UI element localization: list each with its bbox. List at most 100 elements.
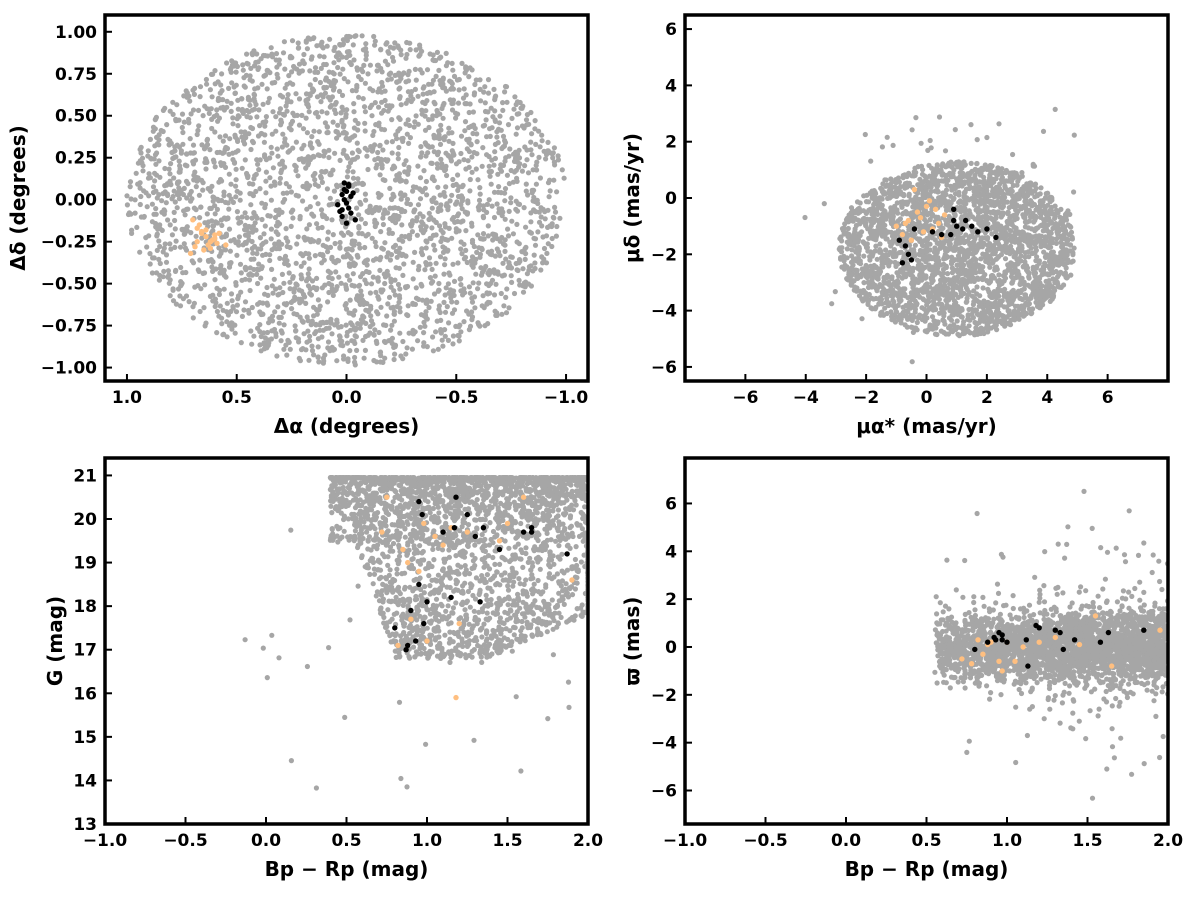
field-star-point [295, 173, 301, 179]
field-star-point [378, 156, 384, 162]
field-star-point [274, 353, 280, 359]
field-star-point [945, 271, 951, 277]
field-star-point [918, 205, 924, 211]
field-star-point [338, 342, 344, 348]
field-star-point [174, 181, 181, 187]
field-star-point [315, 69, 321, 75]
field-star-point [940, 271, 946, 277]
field-star-point [362, 120, 368, 126]
field-star-point [1047, 298, 1053, 304]
field-star-point [977, 199, 983, 205]
field-star-point [339, 104, 345, 110]
field-star-point [392, 220, 399, 226]
field-star-point [336, 88, 343, 94]
field-star-point [545, 224, 551, 230]
field-star-point [219, 321, 225, 327]
proper-motion-points [802, 106, 1077, 365]
field-star-point [467, 188, 473, 194]
field-star-point [311, 128, 317, 134]
field-star-point [380, 359, 386, 365]
field-star-point [287, 80, 293, 86]
field-star-point [1042, 195, 1049, 201]
field-star-point [438, 227, 444, 233]
orange-member-point [187, 250, 194, 257]
field-star-point [144, 244, 150, 250]
field-star-point [503, 294, 509, 300]
field-star-point [319, 109, 325, 115]
field-star-point [277, 255, 283, 261]
field-star-point [442, 333, 448, 339]
field-star-point [410, 96, 416, 102]
field-star-point [430, 334, 436, 340]
field-star-point [920, 167, 926, 173]
field-star-point [327, 36, 333, 42]
field-star-point [334, 284, 340, 290]
field-star-point [480, 231, 487, 237]
field-star-point [274, 146, 280, 152]
field-star-point [410, 188, 416, 194]
field-star-point [1030, 250, 1036, 256]
field-star-point [1009, 280, 1015, 286]
field-star-point [162, 241, 168, 247]
field-star-point [320, 213, 326, 220]
field-star-point [313, 286, 319, 293]
field-star-point [421, 319, 427, 325]
field-star-point [329, 217, 335, 223]
field-star-point [523, 244, 529, 250]
field-star-point [1002, 286, 1008, 292]
field-star-point [172, 244, 178, 250]
field-star-point [466, 124, 472, 131]
field-star-point [375, 149, 381, 156]
field-star-point [360, 69, 366, 75]
field-star-point [872, 248, 878, 254]
field-star-point [486, 153, 492, 160]
field-star-point [259, 81, 265, 87]
field-star-point [338, 324, 344, 330]
field-star-point [442, 327, 448, 333]
y-tick-label: 0.50 [55, 107, 97, 127]
field-star-point [496, 120, 503, 126]
field-star-point [523, 224, 529, 230]
field-star-point [242, 141, 248, 147]
field-star-point [183, 293, 190, 299]
field-star-point [473, 166, 479, 172]
field-star-point [307, 68, 313, 74]
field-star-point [231, 63, 237, 69]
field-star-point [923, 273, 929, 279]
field-star-point [412, 86, 418, 92]
field-star-point [181, 119, 187, 125]
field-star-point [251, 266, 257, 273]
field-star-point [344, 333, 350, 339]
field-star-point [354, 154, 361, 160]
field-star-point [491, 189, 498, 195]
field-star-point [363, 41, 369, 47]
field-star-point [492, 253, 498, 259]
field-star-point [301, 51, 307, 58]
field-star-point [196, 192, 202, 198]
field-star-point [1038, 214, 1044, 220]
field-star-point [387, 205, 393, 211]
field-star-point [398, 52, 404, 58]
field-star-point [356, 94, 362, 100]
black-member-point [346, 181, 352, 188]
field-star-point [459, 196, 465, 202]
field-star-point [477, 323, 483, 329]
field-star-point [315, 344, 321, 350]
field-star-point [485, 321, 491, 327]
field-star-point [395, 281, 402, 288]
field-star-point [211, 195, 217, 201]
field-star-point [509, 115, 515, 121]
field-star-point [242, 132, 248, 138]
field-star-point [222, 164, 229, 170]
field-star-point [392, 351, 398, 357]
field-star-point [161, 268, 167, 274]
field-star-point [373, 205, 379, 211]
field-star-point [1052, 215, 1058, 221]
field-star-point [888, 259, 894, 265]
field-star-point [829, 301, 835, 307]
field-star-point [480, 236, 486, 242]
field-star-point [352, 359, 358, 365]
field-star-point [492, 94, 498, 100]
field-star-point [245, 94, 251, 100]
field-star-point [293, 139, 299, 145]
